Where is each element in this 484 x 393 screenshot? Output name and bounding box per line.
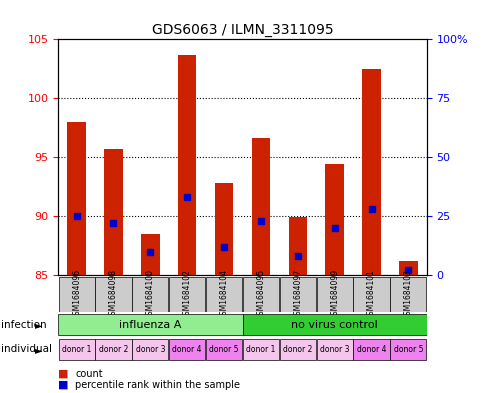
Bar (316, 277, 352, 312)
Bar (325, 164, 343, 275)
Text: donor 1: donor 1 (62, 345, 91, 354)
Bar (279, 339, 315, 360)
Bar (141, 234, 159, 275)
Bar (316, 339, 352, 360)
Text: ■: ■ (58, 380, 69, 390)
Text: GSM1684102: GSM1684102 (182, 269, 191, 320)
Text: GSM1684101: GSM1684101 (366, 269, 375, 320)
Bar (132, 277, 168, 312)
Text: donor 4: donor 4 (172, 345, 201, 354)
Bar (362, 69, 380, 275)
Bar (169, 277, 205, 312)
Bar (58, 314, 242, 335)
Bar (59, 339, 94, 360)
Bar (353, 339, 389, 360)
Bar (279, 277, 315, 312)
Text: GSM1684099: GSM1684099 (330, 269, 338, 320)
Text: donor 3: donor 3 (136, 345, 165, 354)
Text: GSM1684098: GSM1684098 (109, 269, 118, 320)
Bar (214, 183, 233, 275)
Text: GSM1684097: GSM1684097 (293, 269, 302, 320)
Bar (353, 277, 389, 312)
Bar (242, 339, 278, 360)
Text: donor 2: donor 2 (283, 345, 312, 354)
Text: GSM1684103: GSM1684103 (403, 269, 412, 320)
Bar (132, 339, 168, 360)
Text: individual: individual (1, 344, 52, 354)
Bar (95, 339, 131, 360)
Text: no virus control: no virus control (291, 320, 377, 330)
Text: GSM1684104: GSM1684104 (219, 269, 228, 320)
Bar (242, 314, 426, 335)
Bar (251, 138, 270, 275)
Bar (242, 277, 278, 312)
Bar (59, 277, 94, 312)
Text: GSM1684100: GSM1684100 (146, 269, 154, 320)
Bar (206, 339, 242, 360)
Bar (390, 339, 425, 360)
Bar (178, 55, 196, 275)
Text: infection: infection (1, 320, 46, 330)
Text: donor 5: donor 5 (209, 345, 238, 354)
Text: donor 5: donor 5 (393, 345, 422, 354)
Bar (398, 261, 417, 275)
Bar (67, 122, 86, 275)
Text: donor 1: donor 1 (246, 345, 275, 354)
Bar (169, 339, 205, 360)
Text: donor 4: donor 4 (356, 345, 385, 354)
Text: GSM1684095: GSM1684095 (256, 269, 265, 320)
Bar (206, 277, 242, 312)
Text: ►: ► (35, 345, 42, 355)
Text: influenza A: influenza A (119, 320, 181, 330)
Text: donor 3: donor 3 (319, 345, 348, 354)
Text: count: count (75, 369, 103, 379)
Text: percentile rank within the sample: percentile rank within the sample (75, 380, 240, 390)
Text: GSM1684096: GSM1684096 (72, 269, 81, 320)
Bar (390, 277, 425, 312)
Text: ■: ■ (58, 369, 69, 379)
Bar (288, 217, 306, 275)
Text: ►: ► (35, 320, 42, 331)
Title: GDS6063 / ILMN_3311095: GDS6063 / ILMN_3311095 (151, 23, 333, 37)
Text: donor 2: donor 2 (99, 345, 128, 354)
Bar (104, 149, 122, 275)
Bar (95, 277, 131, 312)
